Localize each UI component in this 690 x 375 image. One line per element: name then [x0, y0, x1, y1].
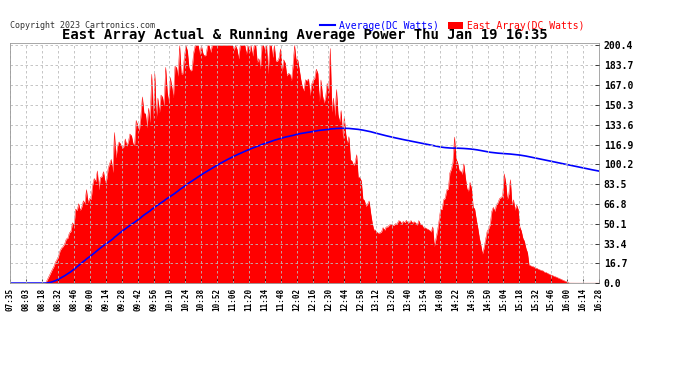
Text: Copyright 2023 Cartronics.com: Copyright 2023 Cartronics.com [10, 21, 155, 30]
Title: East Array Actual & Running Average Power Thu Jan 19 16:35: East Array Actual & Running Average Powe… [62, 28, 547, 42]
Legend: Average(DC Watts), East Array(DC Watts): Average(DC Watts), East Array(DC Watts) [316, 17, 588, 34]
